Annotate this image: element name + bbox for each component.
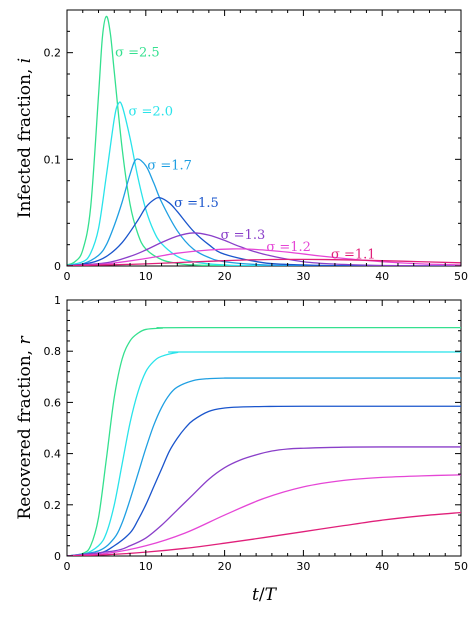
sigma-label: σ =1.1 bbox=[331, 247, 376, 262]
series-line-4 bbox=[67, 446, 461, 556]
y-tick-label: 0.2 bbox=[44, 499, 62, 512]
series-line-3 bbox=[67, 405, 461, 556]
x-tick-label: 10 bbox=[139, 560, 153, 573]
x-tick-label: 30 bbox=[296, 270, 310, 283]
y-axis-title-variable: i bbox=[15, 58, 35, 63]
x-axis-title-part: / bbox=[259, 585, 265, 605]
series-line-6 bbox=[67, 511, 461, 556]
x-tick-label: 20 bbox=[218, 560, 232, 573]
sigma-label: σ =2.5 bbox=[115, 46, 160, 61]
x-tick-label: 50 bbox=[454, 560, 468, 573]
y-tick-label: 0.8 bbox=[44, 345, 62, 358]
x-tick-label: 40 bbox=[375, 270, 389, 283]
x-tick-label: 20 bbox=[218, 270, 232, 283]
y-axis-title-variable: r bbox=[15, 336, 35, 345]
plot-frame bbox=[66, 299, 462, 557]
infected-panel: 0 10 20 30 40 50 0 0.1 0.2 Infected fraction, i σ … bbox=[15, 9, 468, 283]
x-tick-label: 40 bbox=[375, 560, 389, 573]
series-line-2 bbox=[67, 377, 461, 556]
series-line-1 bbox=[67, 101, 461, 266]
sigma-label: σ =1.3 bbox=[221, 228, 266, 243]
series-line-0 bbox=[67, 15, 461, 266]
series-line-1 bbox=[67, 351, 461, 556]
x-tick-label: 0 bbox=[64, 560, 71, 573]
y-tick-label: 0.6 bbox=[44, 396, 62, 409]
y-axis-title-text: Recovered fraction, bbox=[15, 345, 35, 520]
x-tick-label: 30 bbox=[296, 560, 310, 573]
y-tick-label: 0.2 bbox=[44, 47, 62, 60]
x-tick-label: 50 bbox=[454, 270, 468, 283]
series-line-0 bbox=[67, 326, 461, 556]
y-tick-label: 0 bbox=[54, 550, 61, 563]
x-axis-title-part: t bbox=[252, 585, 259, 605]
series-line-2 bbox=[67, 158, 461, 266]
y-axis-title: Recovered fraction, r bbox=[15, 336, 35, 520]
series-lines bbox=[67, 326, 461, 556]
y-tick-label: 0.4 bbox=[44, 448, 62, 461]
x-axis-title-part: T bbox=[265, 585, 278, 605]
sigma-label: σ =1.2 bbox=[266, 240, 311, 255]
sigma-label: σ =2.0 bbox=[128, 104, 173, 119]
x-axis-title: t/T bbox=[252, 585, 278, 605]
y-axis-title: Infected fraction, i bbox=[15, 58, 35, 219]
y-tick-label: 0.1 bbox=[44, 153, 62, 166]
x-tick-label: 10 bbox=[139, 270, 153, 283]
x-tick-label: 0 bbox=[64, 270, 71, 283]
series-line-6 bbox=[67, 258, 461, 266]
y-axis-title-text: Infected fraction, bbox=[15, 63, 35, 218]
series-line-5 bbox=[67, 474, 461, 556]
sigma-label: σ =1.5 bbox=[174, 196, 219, 211]
sigma-label: σ =1.7 bbox=[147, 159, 192, 174]
recovered-panel: 0 10 20 30 40 50 0 0.2 0.4 0.6 0.8 1 Recovered fract… bbox=[15, 294, 468, 605]
y-tick-label: 0 bbox=[54, 260, 61, 273]
y-tick-label: 1 bbox=[54, 294, 61, 307]
